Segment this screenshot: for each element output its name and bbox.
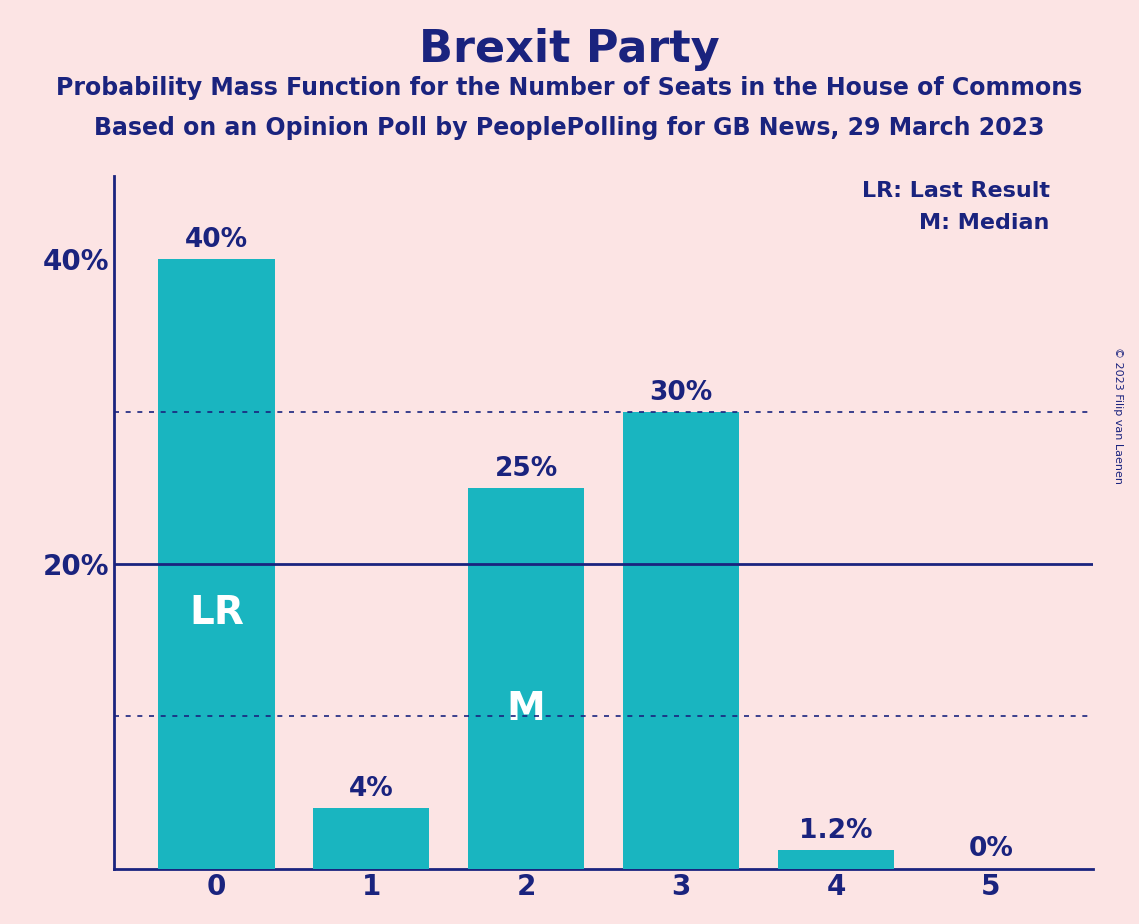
Bar	[778, 850, 894, 869]
Bar	[623, 411, 739, 869]
Text: Brexit Party: Brexit Party	[419, 28, 720, 71]
Text: 40%: 40%	[185, 227, 248, 253]
Text: 1.2%: 1.2%	[800, 818, 872, 845]
Text: Probability Mass Function for the Number of Seats in the House of Commons: Probability Mass Function for the Number…	[56, 76, 1083, 100]
Text: 25%: 25%	[494, 456, 558, 481]
Text: 30%: 30%	[649, 380, 713, 406]
Text: © 2023 Filip van Laenen: © 2023 Filip van Laenen	[1114, 347, 1123, 484]
Text: M: M	[507, 689, 546, 727]
Bar	[313, 808, 429, 869]
Text: Based on an Opinion Poll by PeoplePolling for GB News, 29 March 2023: Based on an Opinion Poll by PeoplePollin…	[95, 116, 1044, 140]
Text: LR: LR	[189, 594, 244, 632]
Bar	[468, 488, 584, 869]
Text: 4%: 4%	[349, 775, 394, 801]
Text: M: Median: M: Median	[919, 213, 1050, 233]
Text: 0%: 0%	[968, 836, 1014, 862]
Bar	[158, 260, 274, 869]
Text: LR: Last Result: LR: Last Result	[862, 181, 1050, 201]
